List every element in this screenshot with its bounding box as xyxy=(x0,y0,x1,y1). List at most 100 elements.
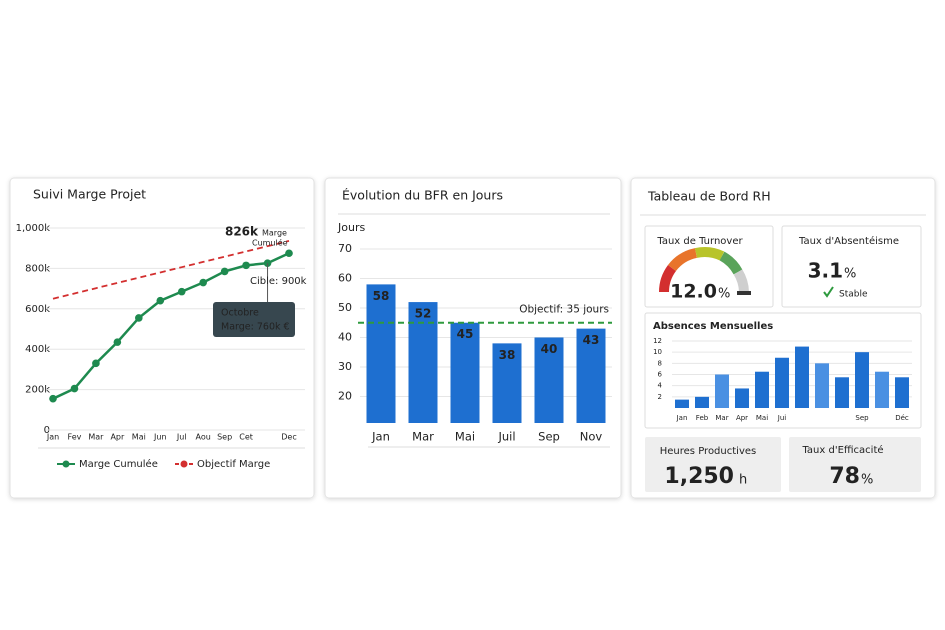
legend-marker xyxy=(180,460,188,468)
value-label: 45 xyxy=(457,327,474,341)
kpi-unit: % xyxy=(718,287,730,302)
kpi-title: Taux d'Efficacité xyxy=(801,444,883,456)
bar xyxy=(366,284,396,423)
x-tick-label: Mai xyxy=(132,433,146,442)
kpi-status: Stable xyxy=(839,290,868,300)
annotation: 826k xyxy=(225,225,259,239)
kpi-value: 1,250 xyxy=(664,464,734,489)
data-point xyxy=(242,261,250,270)
chart-title: Absences Mensuelles xyxy=(653,321,773,332)
panel-title: Évolution du BFR en Jours xyxy=(342,188,503,203)
data-point xyxy=(49,394,57,403)
gauge-needle xyxy=(737,291,751,295)
gauge-segment xyxy=(694,247,725,261)
kpi-value: 12.0 xyxy=(670,281,717,303)
x-tick-label: Sep xyxy=(855,414,869,422)
y-tick-label: 600k xyxy=(25,304,50,315)
y-tick-label: 50 xyxy=(338,301,352,314)
x-tick-label: Jun xyxy=(153,433,167,442)
x-tick-label: Jan xyxy=(676,414,688,422)
y-tick-label: 10 xyxy=(653,348,662,356)
x-tick-label: Mar xyxy=(715,414,728,422)
kpi-unit: h xyxy=(739,473,747,488)
bar xyxy=(675,399,689,408)
tooltip-text: Octobre xyxy=(221,308,259,319)
bar xyxy=(450,322,480,423)
bar xyxy=(875,371,889,408)
y-tick-label: 400k xyxy=(25,344,50,355)
bar xyxy=(855,352,869,408)
data-point xyxy=(220,267,229,276)
y-tick-label: 1,000k xyxy=(16,223,51,234)
bar xyxy=(715,374,729,408)
panel-title: Suivi Marge Projet xyxy=(33,187,146,202)
annotation: Cumulée xyxy=(252,238,288,248)
x-tick-label: Apr xyxy=(110,433,125,442)
x-tick-label: Feb xyxy=(696,414,709,422)
target-label: Objectif: 35 jours xyxy=(519,304,609,316)
x-tick-label: Mai xyxy=(455,430,475,444)
y-tick-label: 12 xyxy=(653,337,662,345)
legend-label: Objectif Marge xyxy=(197,459,270,470)
value-label: 43 xyxy=(583,333,600,347)
x-tick-label: Jan xyxy=(46,433,59,442)
y-tick-label: 200k xyxy=(25,385,50,396)
bar xyxy=(775,357,789,408)
bar xyxy=(534,337,564,423)
x-tick-label: Jan xyxy=(371,430,390,444)
x-tick-label: Jul xyxy=(176,433,187,442)
legend-marker xyxy=(62,460,70,468)
y-tick-label: 8 xyxy=(658,359,662,367)
kpi-card xyxy=(789,437,921,492)
kpi-title: Taux d'Absentéisme xyxy=(798,235,899,247)
tooltip xyxy=(213,302,295,337)
kpi-value: 3.1 xyxy=(808,259,843,283)
gauge-segment xyxy=(733,269,749,293)
x-tick-label: Nov xyxy=(580,430,603,444)
x-tick-label: Mar xyxy=(412,430,434,444)
kpi-card xyxy=(645,437,781,492)
series-line xyxy=(52,240,290,300)
data-point xyxy=(70,384,79,393)
y-tick-label: 800k xyxy=(25,263,50,274)
x-tick-label: Cet xyxy=(239,433,253,442)
legend-label: Marge Cumulée xyxy=(79,458,158,470)
x-tick-label: Mai xyxy=(756,414,768,422)
value-label: 38 xyxy=(499,348,516,362)
kpi-unit: % xyxy=(861,473,873,488)
x-tick-label: Sep xyxy=(538,430,560,444)
data-point xyxy=(285,249,293,258)
y-tick-label: 60 xyxy=(338,271,352,284)
tooltip-text: Marge: 760k € xyxy=(221,322,290,333)
y-tick-label: 6 xyxy=(658,371,663,379)
gauge-segment xyxy=(659,265,677,293)
y-tick-label: 70 xyxy=(338,242,352,255)
x-tick-label: Aou xyxy=(196,433,211,442)
bar xyxy=(735,388,749,408)
y-tick-label: 40 xyxy=(338,330,352,343)
y-axis-label: Jours xyxy=(337,221,365,234)
panel xyxy=(9,177,315,499)
data-point xyxy=(156,296,165,305)
x-tick-label: Juil xyxy=(497,430,515,444)
panel-title: Tableau de Bord RH xyxy=(647,189,771,204)
bar xyxy=(895,377,909,408)
check-icon xyxy=(823,286,834,298)
x-tick-label: Déc xyxy=(895,414,909,422)
bar xyxy=(815,363,829,408)
y-tick-label: 2 xyxy=(658,393,662,401)
kpi-title: Heures Productives xyxy=(660,446,756,457)
data-point xyxy=(92,359,100,368)
data-point xyxy=(177,287,186,296)
value-label: 52 xyxy=(415,307,432,321)
gauge-segment xyxy=(668,248,698,272)
y-tick-label: 30 xyxy=(338,360,352,373)
data-point xyxy=(135,314,143,322)
bar xyxy=(576,328,606,423)
x-tick-label: Dec xyxy=(281,433,296,442)
data-point xyxy=(113,338,122,346)
y-tick-label: 4 xyxy=(658,382,663,390)
value-label: 58 xyxy=(373,289,390,303)
x-tick-label: Mar xyxy=(88,433,104,442)
kpi-card xyxy=(781,225,922,308)
